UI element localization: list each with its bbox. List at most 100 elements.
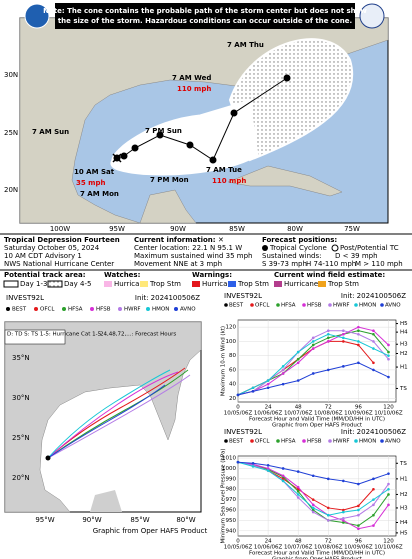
series-point xyxy=(357,329,360,332)
series-point xyxy=(311,347,315,350)
y-tick-label: 970 xyxy=(226,497,237,503)
x-tick-date: 10/06/06Z xyxy=(254,411,283,417)
legend-marker xyxy=(380,439,384,443)
x-tick-date: 10/10/06Z xyxy=(374,545,403,551)
track-label: 7 AM Thu xyxy=(227,41,264,49)
series-point xyxy=(326,506,330,510)
x-tick-date: 10/08/06Z xyxy=(314,545,343,551)
lon-label: 95W xyxy=(109,225,125,233)
cone-day-4-5 xyxy=(228,38,354,162)
current: Current information: ✕ xyxy=(134,236,224,244)
map-init: Init: 2024100506Z xyxy=(135,294,200,302)
chart-subtitle: Init: 2024100506Z xyxy=(341,292,406,300)
forecast: Post/Potential TC xyxy=(340,244,399,252)
series-point xyxy=(326,332,330,336)
series-point xyxy=(326,477,330,481)
series-point xyxy=(357,482,360,486)
map-key: 24,48,72,...: Forecast Hours xyxy=(100,332,176,338)
y-tick-label: 960 xyxy=(226,508,237,514)
series-point xyxy=(326,513,330,517)
x-tick-label: 0 xyxy=(236,539,240,545)
lat-label: 30°N xyxy=(12,394,30,402)
series-point xyxy=(281,477,285,481)
legend-item: Hurricane xyxy=(114,280,148,288)
legend-marker xyxy=(354,303,358,307)
legend-marker xyxy=(174,307,178,311)
series-point xyxy=(236,460,240,464)
x-axis-label: Forecast Hour and Valid Time (MM/DD/HH i… xyxy=(249,551,385,557)
series-point xyxy=(296,350,300,354)
series-point xyxy=(311,510,315,514)
map-legend: BEST OFCL HFSA HFSB HWRF HMON AVNO xyxy=(6,307,196,313)
series-point xyxy=(281,372,285,375)
legend-label: OFCL xyxy=(255,303,270,309)
series-point xyxy=(296,493,300,496)
series-point xyxy=(357,527,360,531)
legend-marker xyxy=(90,307,94,311)
series-point xyxy=(342,508,345,512)
legend-label: HMON xyxy=(152,307,169,313)
legend-swatch xyxy=(47,280,63,288)
cone-day-1-3 xyxy=(110,99,259,176)
x-tick-date: 10/09/06Z xyxy=(344,411,373,417)
series-point xyxy=(326,519,330,522)
series-point xyxy=(342,510,345,514)
legend-label: HFSB xyxy=(96,307,111,313)
series-point xyxy=(311,343,315,347)
series-point xyxy=(326,340,330,343)
series-point xyxy=(342,329,345,332)
land xyxy=(90,490,122,512)
legend-label: AVNO xyxy=(180,307,196,313)
legend-label: BEST xyxy=(12,307,27,313)
lon-label: 90W xyxy=(170,225,186,233)
land xyxy=(227,165,343,197)
series-point xyxy=(296,379,300,382)
track-label: 7 AM Mon xyxy=(80,190,119,198)
series-point xyxy=(296,496,300,499)
legend-swatch xyxy=(192,281,200,287)
series-point xyxy=(387,357,390,361)
series-point xyxy=(311,508,315,512)
legend-marker xyxy=(328,439,332,443)
series-point xyxy=(357,504,360,508)
lat-label: 25°N xyxy=(12,434,30,442)
forecast: D < 39 mph xyxy=(335,252,378,260)
current: Movement NNE at 3 mph xyxy=(134,260,222,268)
series-point xyxy=(236,393,240,397)
y-tick-label: 120 xyxy=(226,325,237,331)
lon-label: 85°W xyxy=(130,516,149,524)
info: 10 AM CDT Advisory 1 xyxy=(4,252,82,260)
tc-icon xyxy=(262,245,268,251)
y2-tick-label: H3 xyxy=(400,505,408,511)
y-tick-label: 980 xyxy=(226,487,237,493)
x-tick-label: 96 xyxy=(355,539,362,545)
x-tick-date: 10/08/06Z xyxy=(314,411,343,417)
legend-marker xyxy=(146,307,150,311)
series-point xyxy=(387,503,390,507)
series-point xyxy=(326,368,330,372)
series-point xyxy=(372,503,375,507)
legend-title: Warnings: xyxy=(192,271,232,279)
y2-tick-label: H2 xyxy=(400,351,408,357)
series-point xyxy=(372,477,375,481)
x-tick-date: 10/07/06Z xyxy=(284,545,313,551)
series-point xyxy=(326,336,330,340)
series-point xyxy=(311,336,315,340)
legend-item: Trop Stm xyxy=(149,280,181,288)
legend-marker xyxy=(302,303,306,307)
track-label: 7 PM Mon xyxy=(150,176,189,184)
legend-label: HFSB xyxy=(307,439,322,445)
series-point xyxy=(311,506,315,510)
series-point xyxy=(372,368,375,372)
x-tick-label: 120 xyxy=(383,539,394,545)
legend-item: Trop Stm xyxy=(327,280,359,288)
series-point xyxy=(372,347,375,350)
x-tick-date: 10/10/06Z xyxy=(374,411,403,417)
legend-label: HFSA xyxy=(281,439,296,445)
legend-label: OFCL xyxy=(255,439,270,445)
track-label: 7 AM Tue xyxy=(206,166,242,174)
land xyxy=(139,189,197,224)
info: Saturday October 05, 2024 xyxy=(4,244,100,252)
series-point xyxy=(266,469,270,472)
markers xyxy=(112,74,291,164)
